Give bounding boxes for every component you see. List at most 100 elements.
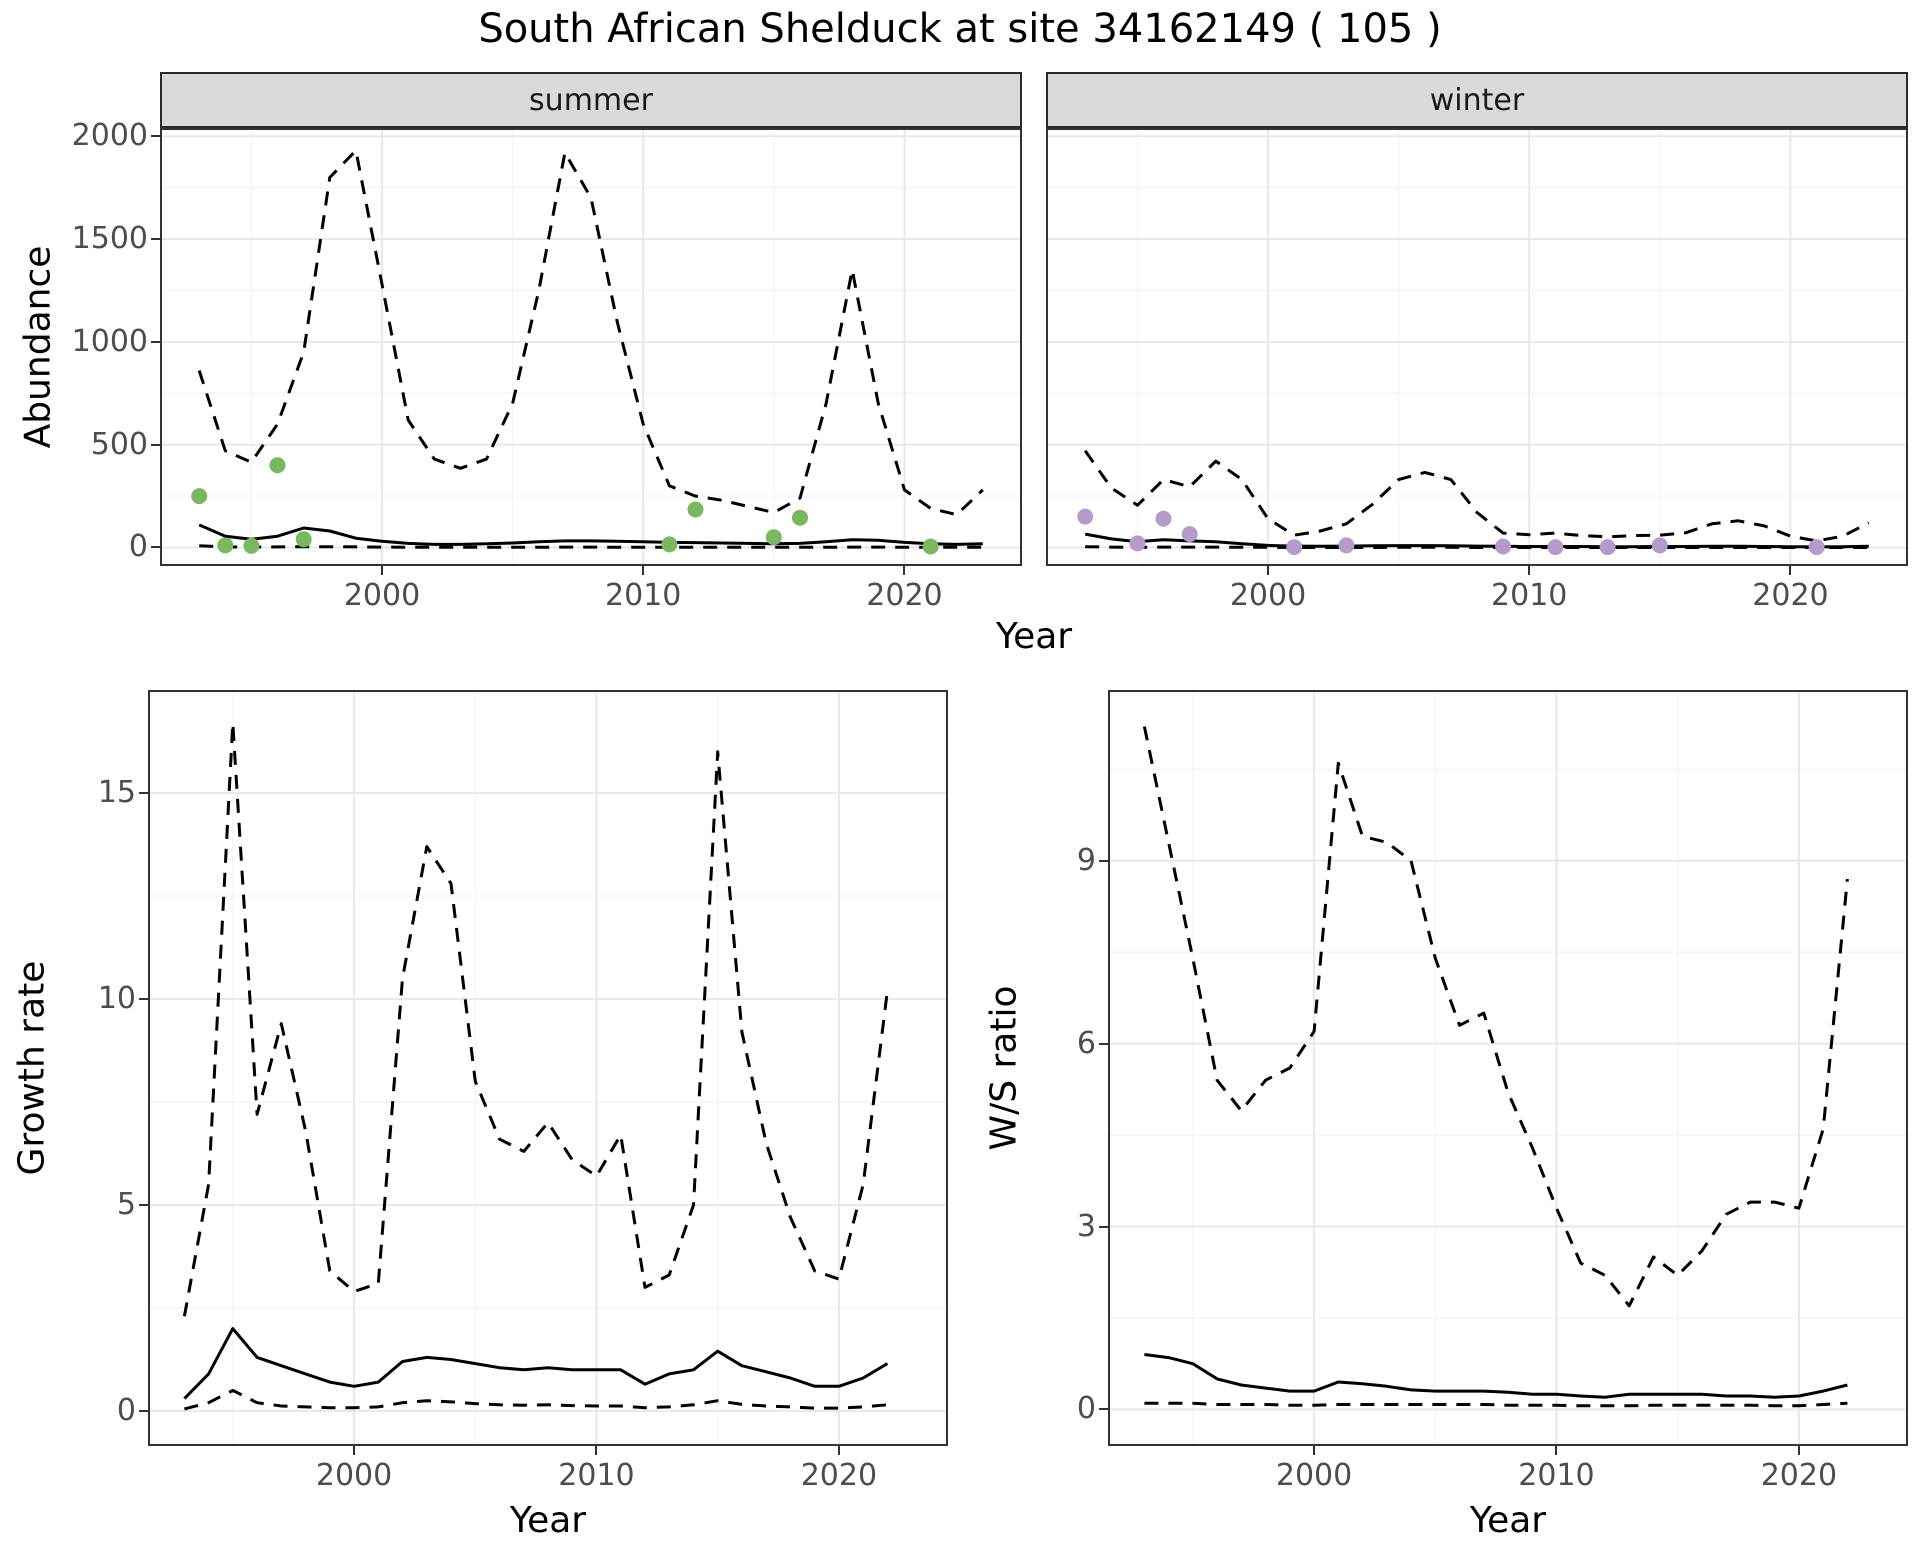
panel-background bbox=[1108, 690, 1908, 1446]
observed-winter-count bbox=[1495, 538, 1512, 555]
x-tick-label: 2000 bbox=[1229, 578, 1307, 613]
facet-strip-summer: summer bbox=[160, 72, 1022, 128]
y-tick-mark bbox=[139, 1409, 148, 1412]
observed-summer-count bbox=[765, 529, 782, 546]
x-tick-label: 2020 bbox=[866, 578, 943, 613]
x-tick-mark bbox=[595, 1446, 598, 1455]
observed-summer-count bbox=[191, 488, 208, 505]
lower-95-ci-line bbox=[1085, 545, 1869, 549]
y-tick-label: 15 bbox=[97, 774, 136, 810]
x-tick-mark bbox=[1528, 566, 1531, 575]
y-tick-mark bbox=[1099, 1408, 1108, 1411]
facet-strip-winter-label: winter bbox=[1429, 82, 1525, 118]
y-tick-mark bbox=[139, 1203, 148, 1206]
y-tick-label: 1000 bbox=[71, 323, 148, 359]
observed-summer-count bbox=[922, 538, 939, 555]
x-tick-label: 2020 bbox=[800, 1458, 878, 1493]
observed-summer-count bbox=[661, 536, 678, 553]
abundance-x-axis-title: Year bbox=[995, 616, 1073, 657]
x-tick-label: 2010 bbox=[605, 578, 682, 613]
observed-summer-count bbox=[792, 509, 808, 526]
panel-border bbox=[160, 128, 1022, 566]
observed-winter-count bbox=[1286, 539, 1303, 556]
y-tick-label: 500 bbox=[90, 426, 148, 462]
observed-winter-count bbox=[1155, 510, 1172, 527]
lower-95-ci-line bbox=[199, 544, 983, 549]
growth-rate-panel bbox=[148, 690, 948, 1446]
x-tick-label: 2000 bbox=[343, 578, 421, 613]
y-tick-label: 0 bbox=[1076, 1391, 1096, 1427]
x-tick-mark bbox=[642, 566, 645, 575]
x-tick-mark bbox=[1267, 566, 1270, 575]
y-tick-label: 2000 bbox=[71, 118, 148, 154]
panel-border bbox=[1046, 128, 1908, 566]
y-tick-label: 5 bbox=[116, 1186, 136, 1222]
y-tick-mark bbox=[1099, 1042, 1108, 1045]
model-median-line bbox=[1144, 1353, 1848, 1399]
x-tick-label: 2020 bbox=[1760, 1458, 1838, 1493]
panel-border bbox=[148, 690, 948, 1446]
x-tick-label: 2020 bbox=[1752, 578, 1829, 613]
observed-winter-count bbox=[1808, 539, 1825, 556]
model-median-line bbox=[198, 523, 983, 546]
x-tick-mark bbox=[1313, 1446, 1316, 1455]
observed-summer-count bbox=[295, 531, 312, 548]
facet-strip-winter: winter bbox=[1046, 72, 1908, 128]
x-tick-label: 2010 bbox=[558, 1458, 635, 1493]
y-tick-label: 10 bbox=[97, 980, 136, 1016]
observed-summer-count bbox=[269, 457, 286, 474]
x-tick-mark bbox=[1555, 1446, 1558, 1455]
x-tick-label: 2000 bbox=[315, 1458, 393, 1493]
observed-winter-count bbox=[1547, 539, 1564, 556]
ws-ratio-panel bbox=[1108, 690, 1908, 1446]
y-tick-mark bbox=[139, 997, 148, 1000]
x-tick-label: 2010 bbox=[1518, 1458, 1595, 1493]
x-tick-label: 2010 bbox=[1491, 578, 1568, 613]
ws-ratio-y-axis-title: W/S ratio bbox=[983, 985, 1025, 1151]
x-tick-mark bbox=[837, 1446, 840, 1455]
panel-background bbox=[1046, 128, 1908, 566]
y-tick-mark bbox=[139, 791, 148, 794]
observed-winter-count bbox=[1181, 526, 1198, 543]
lower-95-ci-line bbox=[1144, 1401, 1848, 1408]
y-tick-label: 3 bbox=[1076, 1208, 1096, 1244]
y-tick-label: 6 bbox=[1076, 1025, 1096, 1061]
y-tick-mark bbox=[1099, 1225, 1108, 1228]
observed-summer-count bbox=[243, 537, 260, 554]
upper-95-ci-line bbox=[182, 721, 889, 1317]
panel-border bbox=[1108, 690, 1908, 1446]
upper-95-ci-line bbox=[1142, 726, 1849, 1308]
panel-background bbox=[160, 128, 1022, 566]
model-median-line bbox=[183, 1327, 889, 1400]
upper-95-ci-line bbox=[1083, 449, 1870, 543]
y-tick-label: 0 bbox=[116, 1392, 136, 1428]
x-tick-mark bbox=[381, 566, 384, 575]
observed-winter-count bbox=[1599, 539, 1616, 556]
observed-summer-count bbox=[217, 537, 234, 554]
summer-abundance-panel bbox=[160, 128, 1022, 566]
panel-background bbox=[148, 690, 948, 1446]
observed-winter-count bbox=[1077, 508, 1094, 525]
lower-95-ci-line bbox=[184, 1388, 888, 1411]
y-tick-mark bbox=[151, 135, 160, 138]
x-tick-mark bbox=[1797, 1446, 1800, 1455]
y-tick-label: 1500 bbox=[71, 221, 148, 257]
ws-ratio-x-axis-title: Year bbox=[1469, 1500, 1547, 1541]
growth-rate-x-axis-title: Year bbox=[509, 1500, 587, 1541]
y-tick-mark bbox=[1099, 859, 1108, 862]
y-tick-mark bbox=[151, 238, 160, 241]
upper-95-ci-line bbox=[197, 149, 984, 517]
winter-abundance-panel bbox=[1046, 128, 1908, 566]
y-tick-mark bbox=[151, 443, 160, 446]
observed-summer-count bbox=[687, 501, 704, 518]
x-tick-mark bbox=[353, 1446, 356, 1455]
observed-winter-count bbox=[1129, 535, 1146, 552]
y-tick-mark bbox=[151, 340, 160, 343]
x-tick-mark bbox=[1789, 566, 1792, 575]
y-tick-label: 9 bbox=[1076, 842, 1096, 878]
x-tick-mark bbox=[903, 566, 906, 575]
observed-winter-count bbox=[1338, 537, 1355, 554]
figure-title: South African Shelduck at site 34162149 … bbox=[478, 6, 1442, 52]
observed-winter-count bbox=[1651, 537, 1668, 554]
